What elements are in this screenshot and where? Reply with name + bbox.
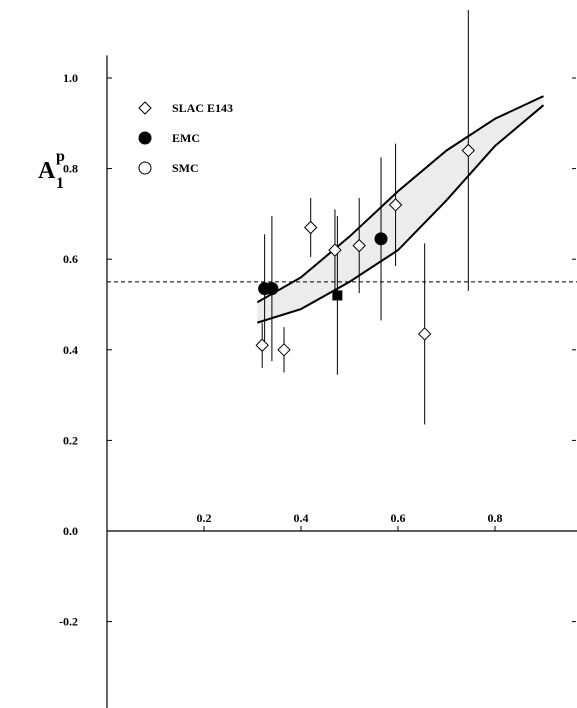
data-points [255,10,476,425]
data-point-diamond-open [352,238,366,253]
axes: 1.0 0.8 0.6 0.4 0.2 0.0 -0.2 0.2 0.4 0.6 0.8 [59,55,577,708]
band-lower-curve [257,104,545,324]
legend-label: EMC [172,131,200,145]
x-tick-label: 0.4 [294,511,309,525]
data-point-circle-filled [374,232,388,246]
legend-marker-circle-filled [138,131,152,145]
y-tick-label: 0.8 [63,162,78,176]
data-point-diamond-open [303,220,318,235]
legend: SLAC E143 EMC SMC [138,101,233,175]
x-tick-label: 0.2 [197,511,212,525]
data-point-diamond-open [328,243,342,257]
y-tick-label: 0.2 [63,433,78,447]
model-band [256,95,545,324]
legend-marker-circle-open [138,161,152,175]
y-tick-label: -0.2 [59,615,78,629]
y-tick-label: 1.0 [63,71,78,85]
data-point-diamond-open [277,343,291,357]
y-tick-label: 0.6 [63,252,78,266]
data-point-circle-filled [265,282,279,296]
y-tick-label: 0.4 [63,343,78,357]
y-tick-label: 0.0 [63,524,78,538]
x-tick-label: 0.6 [391,511,406,525]
y-axis-title-superscript: p [56,148,65,165]
legend-marker-diamond-open [138,101,152,115]
data-point-diamond-open [388,198,403,212]
legend-label: SLAC E143 [172,101,233,115]
data-point-diamond-open [461,143,476,158]
x-tick-label: 0.8 [488,511,503,525]
legend-label: SMC [172,161,199,175]
y-axis-title-main: A [38,158,56,184]
band-fill [257,96,544,323]
band-upper-curve [256,95,544,304]
data-point-diamond-open [417,327,432,341]
data-point-diamond-open [255,338,269,352]
y-axis-title-subscript: 1 [56,175,64,192]
data-point-square-filled [332,290,343,301]
y-axis-title: A p 1 [38,148,65,192]
